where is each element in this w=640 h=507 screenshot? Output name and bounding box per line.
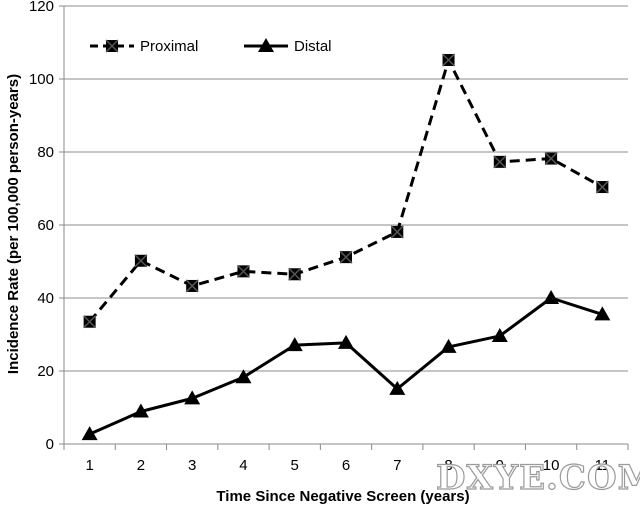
y-tick-label: 120 — [29, 0, 54, 15]
x-tick-label: 11 — [595, 457, 611, 474]
x-tick-label: 2 — [137, 457, 145, 474]
data-point-distal — [491, 327, 508, 342]
data-point-distal — [594, 306, 611, 321]
legend-marker-distal — [258, 38, 274, 52]
legend-marker-proximal — [105, 39, 119, 53]
data-point-distal — [338, 334, 354, 349]
data-point-proximal — [493, 155, 507, 169]
data-point-proximal — [236, 264, 250, 278]
x-tick-label: 9 — [496, 457, 504, 474]
data-point-proximal — [339, 250, 353, 264]
data-point-proximal — [595, 180, 609, 194]
x-axis-title: Time Since Negative Screen (years) — [216, 488, 469, 505]
data-point-proximal — [83, 315, 97, 329]
data-point-distal — [389, 380, 406, 395]
data-point-proximal — [442, 53, 456, 67]
series-line-distal — [89, 296, 603, 436]
data-point-distal — [543, 290, 560, 304]
series-layer — [81, 53, 611, 441]
y-tick-label: 40 — [37, 290, 54, 307]
y-tick-labels: 0 20 40 60 80 100 120 — [29, 0, 54, 453]
x-tick-label: 6 — [342, 457, 350, 474]
data-point-proximal — [185, 279, 199, 293]
x-tick-labels: 1 2 3 4 5 6 7 8 9 10 11 — [85, 457, 610, 474]
data-point-proximal — [390, 225, 404, 239]
data-point-distal — [235, 369, 252, 384]
data-point-distal — [440, 338, 457, 353]
x-tick-label: 7 — [393, 457, 401, 474]
x-tick-label: 8 — [444, 457, 452, 474]
data-point-proximal — [544, 152, 558, 166]
axes — [59, 5, 629, 450]
legend-item-proximal: Proximal — [90, 38, 198, 55]
y-tick-label: 0 — [46, 436, 54, 453]
x-tick-label: 1 — [85, 457, 93, 474]
series-line-proximal — [88, 58, 604, 323]
x-tick-label: 3 — [188, 457, 196, 474]
gridlines — [64, 5, 628, 372]
y-axis-title: Incidence Rate (per 100,000 person-years… — [5, 74, 22, 374]
legend: Proximal Distal — [90, 38, 332, 55]
y-tick-label: 80 — [37, 144, 54, 161]
y-tick-label: 20 — [37, 363, 54, 380]
y-tick-label: 100 — [29, 71, 54, 88]
y-tick-label: 60 — [37, 217, 54, 234]
data-point-distal — [132, 403, 149, 418]
data-point-distal — [184, 390, 201, 405]
data-point-distal — [286, 337, 303, 352]
data-point-distal — [81, 426, 98, 441]
legend-item-distal: Distal — [244, 38, 332, 55]
data-point-proximal — [134, 254, 148, 268]
legend-label: Distal — [294, 38, 332, 55]
data-point-proximal — [288, 267, 302, 281]
watermark-text: DXYE.COM — [436, 458, 640, 498]
x-tick-label: 10 — [543, 457, 560, 474]
x-tick-label: 4 — [239, 457, 247, 474]
x-tick-label: 5 — [291, 457, 299, 474]
legend-label: Proximal — [140, 38, 198, 55]
